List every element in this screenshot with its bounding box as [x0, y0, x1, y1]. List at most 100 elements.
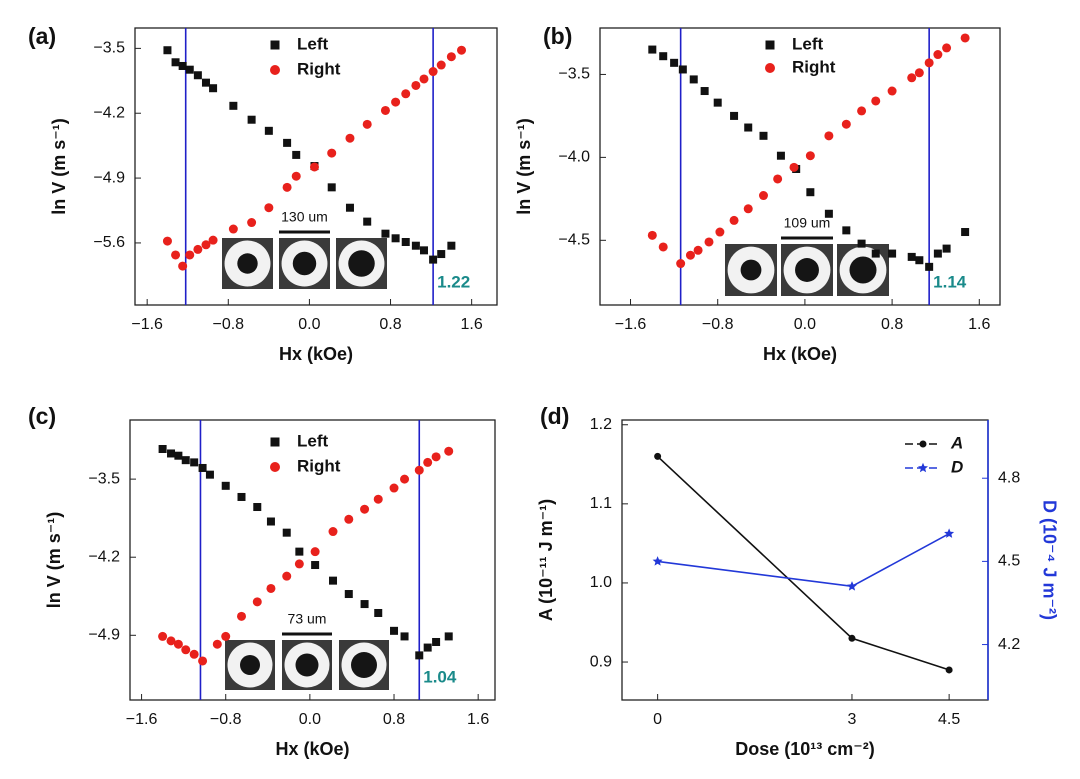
- data-point: [824, 131, 834, 141]
- data-point: [282, 528, 291, 537]
- data-point: [193, 244, 203, 254]
- legend-label: Right: [297, 456, 341, 475]
- y-tick-label: −4.0: [558, 149, 590, 166]
- data-point: [158, 445, 167, 454]
- legend-marker: [270, 462, 280, 472]
- data-point: [805, 151, 815, 161]
- data-point: [685, 250, 695, 260]
- data-point: [373, 494, 383, 504]
- data-point: [381, 229, 390, 238]
- legend-label: Right: [792, 57, 836, 76]
- data-point: [730, 111, 739, 120]
- data-point: [789, 162, 799, 172]
- legend-label: Left: [297, 431, 329, 450]
- data-point: [652, 556, 663, 566]
- data-point: [414, 465, 424, 475]
- data-point: [419, 74, 429, 84]
- data-point: [715, 227, 725, 237]
- data-point: [201, 240, 211, 250]
- data-point: [292, 150, 301, 159]
- data-point: [925, 262, 934, 271]
- data-point: [205, 470, 214, 479]
- data-point: [362, 119, 372, 129]
- data-point: [178, 261, 188, 271]
- data-point: [344, 590, 353, 599]
- data-point: [380, 105, 390, 115]
- data-point: [162, 236, 172, 246]
- panel-label: (b): [543, 23, 572, 49]
- data-point: [344, 514, 354, 524]
- data-point: [237, 492, 246, 501]
- x-tick-label: −0.8: [702, 316, 734, 333]
- data-point: [295, 547, 304, 556]
- legend-marker: [765, 63, 775, 73]
- data-point: [247, 218, 257, 228]
- data-point: [208, 235, 218, 245]
- data-point: [933, 50, 943, 60]
- data-point: [173, 639, 183, 649]
- data-line: [657, 455, 950, 671]
- data-point: [648, 45, 657, 54]
- data-point: [841, 119, 851, 129]
- data-point: [266, 517, 275, 526]
- data-point: [776, 151, 785, 160]
- data-point: [942, 244, 951, 253]
- data-point: [291, 171, 301, 181]
- data-point: [914, 68, 924, 78]
- data-point: [294, 559, 304, 569]
- inset-domain: [351, 652, 377, 678]
- data-point: [887, 86, 897, 96]
- legend-marker: [919, 440, 927, 448]
- data-point: [282, 571, 292, 581]
- panel-label: (c): [28, 403, 56, 429]
- data-point: [428, 67, 438, 77]
- data-point: [282, 182, 292, 192]
- inset-domain: [240, 655, 260, 675]
- x-tick-label: −1.6: [131, 316, 163, 333]
- data-point: [693, 245, 703, 255]
- y2-tick-label: 4.2: [998, 636, 1020, 653]
- y-tick-label: −3.5: [88, 470, 120, 487]
- data-point: [212, 639, 222, 649]
- y-axis-title: ln V (m s⁻¹): [49, 118, 69, 215]
- data-point: [401, 238, 410, 247]
- data-point: [689, 75, 698, 84]
- data-point: [743, 204, 753, 214]
- y-tick-label: −5.6: [93, 234, 125, 251]
- legend-marker: [270, 40, 280, 50]
- data-line: [657, 532, 950, 588]
- legend-marker: [270, 437, 280, 447]
- data-point: [166, 636, 176, 646]
- data-point: [942, 43, 952, 53]
- data-point: [327, 148, 337, 158]
- x-tick-label: 4.5: [938, 711, 960, 728]
- data-point: [871, 249, 880, 258]
- data-point: [857, 239, 866, 248]
- y-tick-label: 1.1: [590, 495, 612, 512]
- x-axis-title: Dose (10¹³ cm⁻²): [735, 739, 875, 759]
- data-point: [847, 581, 857, 591]
- x-tick-label: 1.6: [467, 711, 489, 728]
- inset-domain: [295, 653, 319, 677]
- y-axis-title: ln V (m s⁻¹): [44, 512, 64, 609]
- data-point: [185, 250, 195, 260]
- data-point: [391, 234, 400, 243]
- data-point: [266, 583, 276, 593]
- y-tick-label: 0.9: [590, 653, 612, 670]
- data-point: [209, 84, 218, 93]
- data-point: [457, 45, 467, 55]
- inset-domain: [849, 256, 877, 284]
- y2-tick-label: 4.8: [998, 469, 1020, 486]
- data-point: [401, 89, 411, 99]
- data-point: [961, 228, 970, 237]
- data-point: [327, 183, 336, 192]
- inset-domain: [740, 259, 762, 281]
- data-point: [198, 463, 207, 472]
- data-point: [310, 547, 320, 557]
- data-point: [221, 631, 231, 641]
- data-point: [390, 626, 399, 635]
- x-tick-label: 1.6: [968, 316, 990, 333]
- legend-label: Left: [297, 34, 329, 53]
- data-point: [960, 33, 970, 43]
